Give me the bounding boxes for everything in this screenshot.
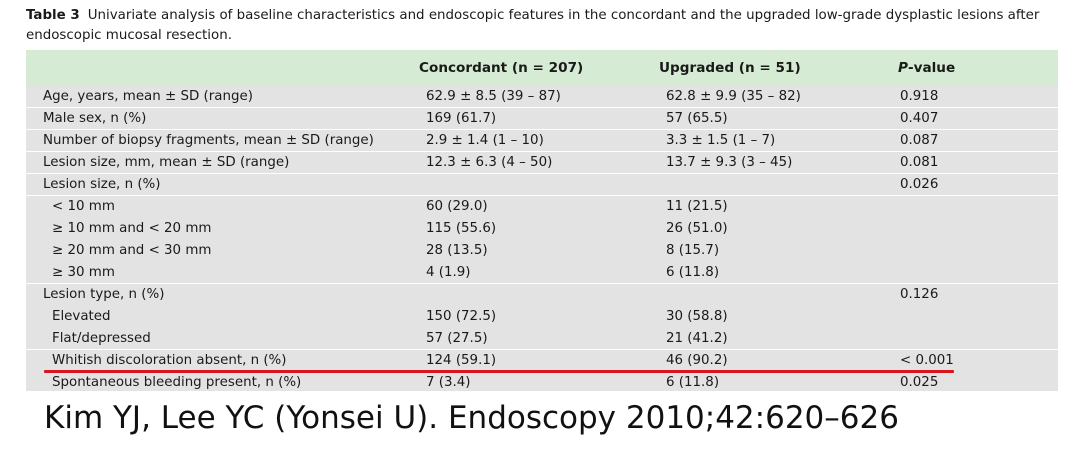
header-p-value: P-value — [898, 60, 955, 76]
row-label: ≥ 30 mm — [52, 265, 115, 280]
row-label: ≥ 20 mm and < 30 mm — [52, 243, 212, 258]
cell-upgraded: 26 (51.0) — [666, 221, 728, 236]
cell-concordant: 7 (3.4) — [426, 375, 471, 390]
row-label: Lesion size, n (%) — [43, 177, 161, 192]
cell-concordant: 150 (72.5) — [426, 309, 497, 324]
table-row: Lesion size, n (%) 0.026 — [26, 174, 1058, 196]
table-row: Elevated 150 (72.5) 30 (58.8) — [26, 306, 1058, 328]
table-row: Lesion size, mm, mean ± SD (range) 12.3 … — [26, 152, 1058, 174]
row-label: Age, years, mean ± SD (range) — [43, 89, 253, 104]
cell-concordant: 169 (61.7) — [426, 111, 497, 126]
cell-concordant: 2.9 ± 1.4 (1 – 10) — [426, 133, 544, 148]
cell-upgraded: 46 (90.2) — [666, 353, 728, 368]
cell-concordant: 115 (55.6) — [426, 221, 497, 236]
row-label: Lesion type, n (%) — [43, 287, 165, 302]
cell-upgraded: 6 (11.8) — [666, 375, 720, 390]
row-label: Number of biopsy fragments, mean ± SD (r… — [43, 133, 374, 148]
table-row: Lesion type, n (%) 0.126 — [26, 284, 1058, 306]
cell-upgraded: 6 (11.8) — [666, 265, 720, 280]
table-row: < 10 mm 60 (29.0) 11 (21.5) — [26, 196, 1058, 218]
cell-p-value: 0.087 — [900, 133, 939, 148]
cell-p-value: 0.025 — [900, 375, 939, 390]
cell-concordant: 60 (29.0) — [426, 199, 488, 214]
cell-concordant: 4 (1.9) — [426, 265, 471, 280]
table-row: Male sex, n (%) 169 (61.7) 57 (65.5) 0.4… — [26, 108, 1058, 130]
table-caption: Table 3 Univariate analysis of baseline c… — [26, 6, 1062, 46]
table-label: Table 3 — [26, 8, 80, 23]
cell-upgraded: 13.7 ± 9.3 (3 – 45) — [666, 155, 793, 170]
table-row: Number of biopsy fragments, mean ± SD (r… — [26, 130, 1058, 152]
table-row: Whitish discoloration absent, n (%) 124 … — [26, 350, 1058, 372]
table-row: Age, years, mean ± SD (range) 62.9 ± 8.5… — [26, 86, 1058, 108]
table-row: ≥ 10 mm and < 20 mm 115 (55.6) 26 (51.0) — [26, 218, 1058, 240]
row-label: Whitish discoloration absent, n (%) — [52, 353, 287, 368]
header-p-italic: P — [898, 60, 908, 76]
table-body: Age, years, mean ± SD (range) 62.9 ± 8.5… — [26, 86, 1058, 391]
data-table: Concordant (n = 207) Upgraded (n = 51) P… — [26, 50, 1058, 391]
cell-p-value: 0.026 — [900, 177, 939, 192]
cell-concordant: 124 (59.1) — [426, 353, 497, 368]
cell-upgraded: 21 (41.2) — [666, 331, 728, 346]
row-label: Lesion size, mm, mean ± SD (range) — [43, 155, 290, 170]
cell-upgraded: 30 (58.8) — [666, 309, 728, 324]
cell-upgraded: 62.8 ± 9.9 (35 – 82) — [666, 89, 801, 104]
cell-p-value: 0.407 — [900, 111, 939, 126]
header-upgraded: Upgraded (n = 51) — [659, 60, 801, 76]
table-row: ≥ 20 mm and < 30 mm 28 (13.5) 8 (15.7) — [26, 240, 1058, 262]
cell-p-value: 0.918 — [900, 89, 939, 104]
table-row: ≥ 30 mm 4 (1.9) 6 (11.8) — [26, 262, 1058, 284]
row-label: Flat/depressed — [52, 331, 151, 346]
citation-text: Kim YJ, Lee YC (Yonsei U). Endoscopy 201… — [44, 400, 899, 436]
cell-concordant: 62.9 ± 8.5 (39 – 87) — [426, 89, 561, 104]
cell-p-value: < 0.001 — [900, 353, 954, 368]
row-label: < 10 mm — [52, 199, 115, 214]
cell-upgraded: 3.3 ± 1.5 (1 – 7) — [666, 133, 776, 148]
cell-upgraded: 8 (15.7) — [666, 243, 720, 258]
row-label: ≥ 10 mm and < 20 mm — [52, 221, 212, 236]
table-caption-text: Univariate analysis of baseline characte… — [26, 8, 1040, 43]
table-header-row: Concordant (n = 207) Upgraded (n = 51) P… — [26, 50, 1058, 86]
cell-upgraded: 11 (21.5) — [666, 199, 728, 214]
row-label: Elevated — [52, 309, 111, 324]
row-label: Spontaneous bleeding present, n (%) — [52, 375, 302, 390]
row-label: Male sex, n (%) — [43, 111, 147, 126]
cell-p-value: 0.126 — [900, 287, 939, 302]
highlight-underline — [44, 370, 954, 373]
header-concordant: Concordant (n = 207) — [419, 60, 584, 76]
cell-upgraded: 57 (65.5) — [666, 111, 728, 126]
cell-p-value: 0.081 — [900, 155, 939, 170]
cell-concordant: 28 (13.5) — [426, 243, 488, 258]
header-p-rest: -value — [907, 60, 956, 76]
table-row: Spontaneous bleeding present, n (%) 7 (3… — [26, 372, 1058, 394]
table-row: Flat/depressed 57 (27.5) 21 (41.2) — [26, 328, 1058, 350]
cell-concordant: 57 (27.5) — [426, 331, 488, 346]
cell-concordant: 12.3 ± 6.3 (4 – 50) — [426, 155, 553, 170]
